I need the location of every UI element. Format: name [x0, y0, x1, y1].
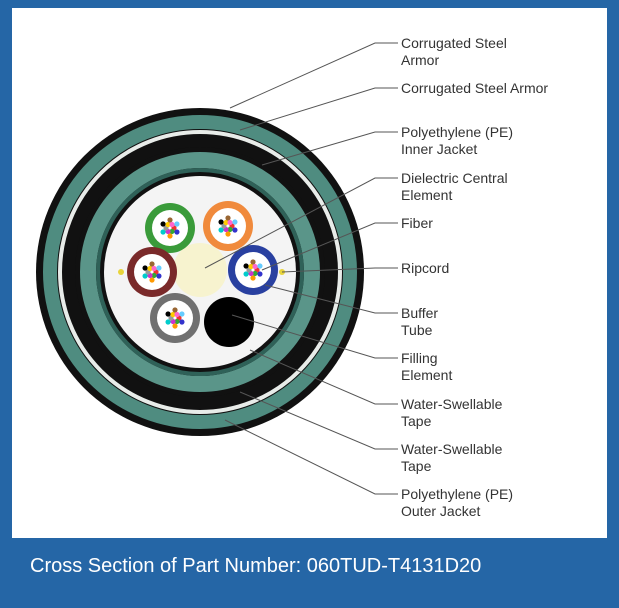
- label: Armor: [401, 52, 439, 68]
- label: Dielectric Central: [401, 170, 508, 186]
- fiber: [172, 307, 177, 312]
- label: Ripcord: [401, 260, 449, 276]
- fiber: [167, 233, 172, 238]
- label: Element: [401, 187, 452, 203]
- fiber: [165, 311, 170, 316]
- fiber: [149, 261, 154, 266]
- label: Tube: [401, 322, 433, 338]
- fiber: [225, 231, 230, 236]
- label: Buffer: [401, 305, 438, 321]
- fiber: [179, 319, 184, 324]
- fiber: [142, 265, 147, 270]
- label: Tape: [401, 458, 432, 474]
- fiber: [225, 215, 230, 220]
- fiber: [160, 221, 165, 226]
- fiber: [250, 259, 255, 264]
- central-element: [173, 243, 227, 297]
- filling-element: [204, 297, 254, 347]
- fiber: [257, 263, 262, 268]
- caption: Cross Section of Part Number: 060TUD-T41…: [30, 555, 481, 577]
- fiber: [218, 219, 223, 224]
- label: Outer Jacket: [401, 503, 480, 519]
- fiber: [179, 311, 184, 316]
- fiber: [250, 275, 255, 280]
- page: Corrugated SteelArmor Corrugated Steel Ar…: [0, 0, 619, 608]
- fiber: [232, 219, 237, 224]
- tube-core: [157, 300, 193, 336]
- label: Fiber: [401, 215, 433, 231]
- fiber: [232, 227, 237, 232]
- tube-core: [235, 252, 271, 288]
- ripcord: [118, 269, 124, 275]
- fiber: [174, 221, 179, 226]
- fiber: [243, 263, 248, 268]
- fiber: [174, 229, 179, 234]
- label: Corrugated Steel Armor: [401, 80, 548, 96]
- fiber: [174, 312, 179, 317]
- fiber: [252, 264, 257, 269]
- fiber: [156, 265, 161, 270]
- label: Tape: [401, 413, 432, 429]
- tube-core: [210, 208, 246, 244]
- fiber: [169, 222, 174, 227]
- label: Polyethylene (PE): [401, 486, 513, 502]
- fiber: [151, 266, 156, 271]
- label: Inner Jacket: [401, 141, 477, 157]
- label: Element: [401, 367, 452, 383]
- fiber: [172, 323, 177, 328]
- fiber: [167, 217, 172, 222]
- fiber: [227, 220, 232, 225]
- label: Water-Swellable: [401, 441, 503, 457]
- tube-core: [134, 254, 170, 290]
- label: Polyethylene (PE): [401, 124, 513, 140]
- fiber: [149, 277, 154, 282]
- tube-core: [152, 210, 188, 246]
- label: Filling: [401, 350, 438, 366]
- label: Water-Swellable: [401, 396, 503, 412]
- fiber: [257, 271, 262, 276]
- cable: [36, 108, 364, 436]
- fiber: [156, 273, 161, 278]
- label: Corrugated Steel: [401, 35, 507, 51]
